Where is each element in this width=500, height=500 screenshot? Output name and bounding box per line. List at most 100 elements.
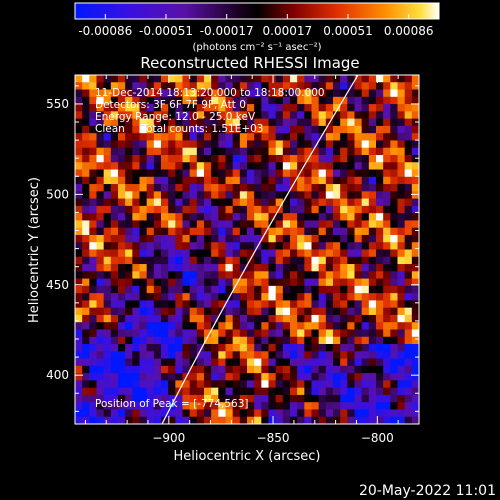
heatmap-pixel <box>318 118 327 127</box>
heatmap-pixel <box>146 118 155 127</box>
heatmap-pixel <box>325 133 334 141</box>
heatmap-pixel <box>125 104 133 112</box>
heatmap-pixel <box>311 278 320 287</box>
heatmap-pixel <box>411 394 419 403</box>
heatmap-pixel <box>139 184 148 192</box>
heatmap-pixel <box>118 162 126 170</box>
heatmap-pixel <box>146 191 155 199</box>
heatmap-pixel <box>390 118 398 127</box>
heatmap-pixel <box>261 394 269 403</box>
heatmap-pixel <box>204 82 212 90</box>
heatmap-pixel <box>96 118 105 127</box>
heatmap-pixel <box>103 358 112 367</box>
heatmap-pixel <box>318 198 327 207</box>
heatmap-pixel <box>175 322 183 330</box>
heatmap-pixel <box>189 104 198 112</box>
heatmap-pixel <box>146 358 155 367</box>
heatmap-pixel <box>175 234 183 243</box>
heatmap-pixel <box>132 314 140 323</box>
heatmap-pixel <box>239 402 248 410</box>
heatmap-pixel <box>96 198 105 207</box>
heatmap-pixel <box>196 147 205 156</box>
heatmap-pixel <box>390 75 398 83</box>
heatmap-pixel <box>404 307 413 316</box>
heatmap-pixel <box>275 402 284 410</box>
heatmap-pixel <box>290 293 298 301</box>
heatmap-pixel <box>196 416 205 424</box>
heatmap-pixel <box>196 344 205 352</box>
heatmap-pixel <box>361 242 370 250</box>
heatmap-pixel <box>347 89 355 98</box>
heatmap-pixel <box>75 198 83 207</box>
heatmap-pixel <box>82 227 90 236</box>
heatmap-pixel <box>89 96 97 105</box>
heatmap-pixel <box>196 205 205 214</box>
heatmap-pixel <box>411 104 419 112</box>
heatmap-pixel <box>268 147 277 156</box>
heatmap-pixel <box>397 394 406 403</box>
heatmap-pixel <box>232 96 241 105</box>
heatmap-pixel <box>397 336 406 345</box>
heatmap-pixel <box>311 198 320 207</box>
heatmap-pixel <box>354 358 363 367</box>
heatmap-pixel <box>211 285 219 294</box>
heatmap-pixel <box>211 358 219 367</box>
heatmap-pixel <box>247 300 255 309</box>
heatmap-pixel <box>404 293 413 301</box>
heatmap-pixel <box>239 198 248 207</box>
heatmap-pixel <box>103 133 112 141</box>
heatmap-pixel <box>196 373 205 381</box>
heatmap-pixel <box>411 191 419 199</box>
heatmap-pixel <box>168 89 176 98</box>
heatmap-pixel <box>333 409 341 418</box>
heatmap-pixel <box>404 249 413 258</box>
heatmap-pixel <box>110 227 119 236</box>
heatmap-pixel <box>132 111 140 120</box>
heatmap-pixel <box>290 329 298 338</box>
heatmap-pixel <box>275 118 284 127</box>
heatmap-pixel <box>175 176 183 185</box>
heatmap-pixel <box>118 213 126 221</box>
heatmap-pixel <box>311 336 320 345</box>
heatmap-pixel <box>132 96 140 105</box>
heatmap-pixel <box>361 278 370 287</box>
heatmap-pixel <box>211 336 219 345</box>
heatmap-pixel <box>118 307 126 316</box>
heatmap-pixel <box>247 227 255 236</box>
heatmap-pixel <box>361 307 370 316</box>
heatmap-pixel <box>161 75 169 83</box>
heatmap-pixel <box>161 242 169 250</box>
heatmap-pixel <box>304 133 312 141</box>
heatmap-pixel <box>268 205 277 214</box>
heatmap-pixel <box>239 249 248 258</box>
heatmap-pixel <box>347 118 355 127</box>
heatmap-pixel <box>397 278 406 287</box>
heatmap-pixel <box>96 111 105 120</box>
heatmap-pixel <box>347 104 355 112</box>
heatmap-pixel <box>118 358 126 367</box>
heatmap-pixel <box>347 176 355 185</box>
heatmap-pixel <box>404 162 413 170</box>
heatmap-pixel <box>290 169 298 178</box>
heatmap-pixel <box>146 300 155 309</box>
heatmap-pixel <box>110 365 119 374</box>
heatmap-pixel <box>261 191 269 199</box>
heatmap-pixel <box>118 322 126 330</box>
heatmap-pixel <box>368 147 377 156</box>
heatmap-pixel <box>168 264 176 272</box>
heatmap-pixel <box>340 271 348 279</box>
heatmap-pixel <box>261 198 269 207</box>
heatmap-pixel <box>175 278 183 287</box>
heatmap-pixel <box>390 329 398 338</box>
heatmap-pixel <box>132 256 140 265</box>
heatmap-pixel <box>232 220 241 229</box>
heatmap-pixel <box>268 365 277 374</box>
heatmap-pixel <box>282 256 291 265</box>
heatmap-pixel <box>182 387 191 396</box>
heatmap-pixel <box>254 409 262 418</box>
heatmap-pixel <box>96 82 105 90</box>
heatmap-pixel <box>254 351 262 359</box>
heatmap-pixel <box>182 416 191 424</box>
heatmap-pixel <box>261 111 269 120</box>
heatmap-pixel <box>146 82 155 90</box>
